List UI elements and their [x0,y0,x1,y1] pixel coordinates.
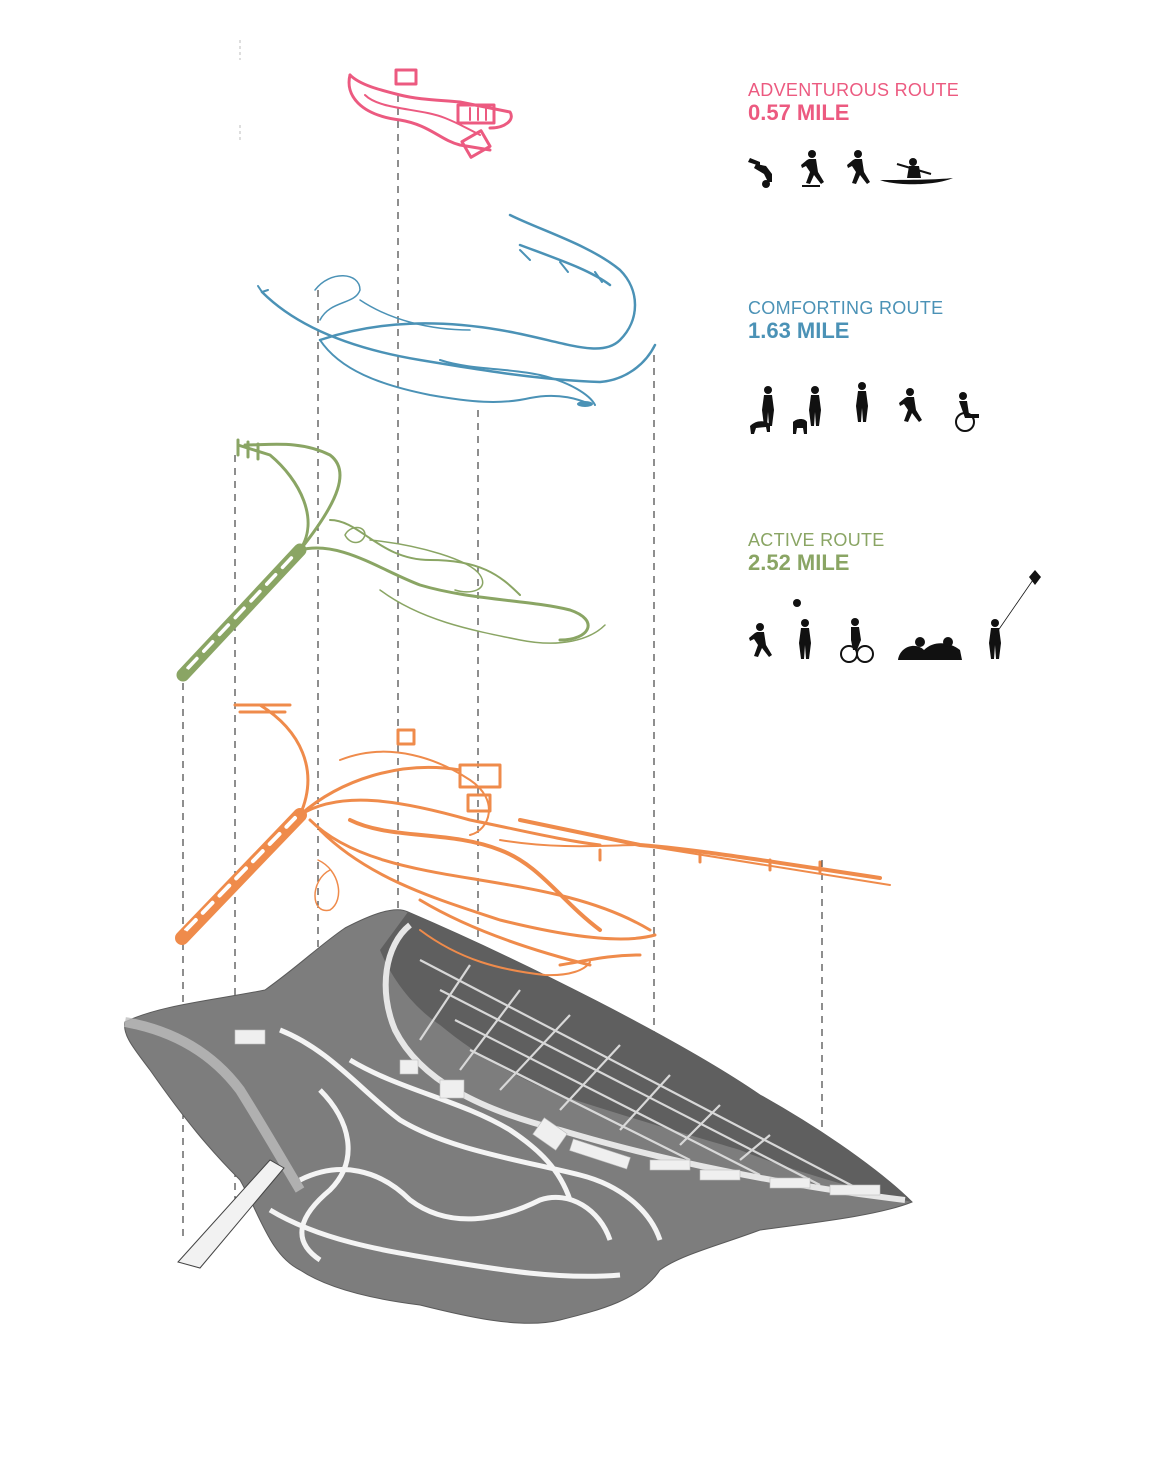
map-park-paths [268,1027,663,1279]
adventurous-route-name: ADVENTUROUS ROUTE [748,80,960,100]
comforting-route-layer [257,213,657,407]
wheelchair-user-icon [955,392,979,432]
comforting-activity-icons [750,382,979,434]
active-route-distance: 2.52 MILE [748,550,850,575]
pier [177,1159,285,1269]
cyclist-icon [840,618,874,663]
picnic-icon [898,637,962,660]
adventurous-route-distance: 0.57 MILE [748,100,850,125]
runner-icon [749,623,772,657]
active-route-name: ACTIVE ROUTE [748,530,885,550]
skateboarder-icon [801,150,824,187]
combined-pier-path [175,808,307,945]
waterfront-edge [124,1017,305,1193]
active-activity-icons [749,570,1041,663]
active-route-layer [176,438,606,682]
runner-icon [847,150,870,184]
kayaker-icon [880,158,953,185]
map-buildings [234,1029,881,1196]
walking-woman-icon [856,382,868,422]
urban-grid-area [380,912,912,1202]
active-route-legend: ACTIVE ROUTE 2.52 MILE [748,530,1128,576]
kite-flyer-icon [989,570,1041,659]
child-walker-icon [793,386,821,434]
adventurous-route-layer [347,68,513,159]
comforting-route-distance: 1.63 MILE [748,318,850,343]
adventurous-route-legend: ADVENTUROUS ROUTE 0.57 MILE [748,80,1128,126]
combined-route-layer [175,703,891,977]
comforting-route-legend: COMFORTING ROUTE 1.63 MILE [748,298,1128,344]
dog-walker-icon [750,386,774,434]
ball-player-icon [793,599,811,659]
jogger-icon [899,388,922,422]
main-road [382,922,906,1203]
adventurous-activity-icons [748,150,953,188]
handstand-icon [748,158,772,188]
comforting-route-name: COMFORTING ROUTE [748,298,944,318]
site-aerial-map [124,909,913,1324]
street-grid [419,959,871,1196]
